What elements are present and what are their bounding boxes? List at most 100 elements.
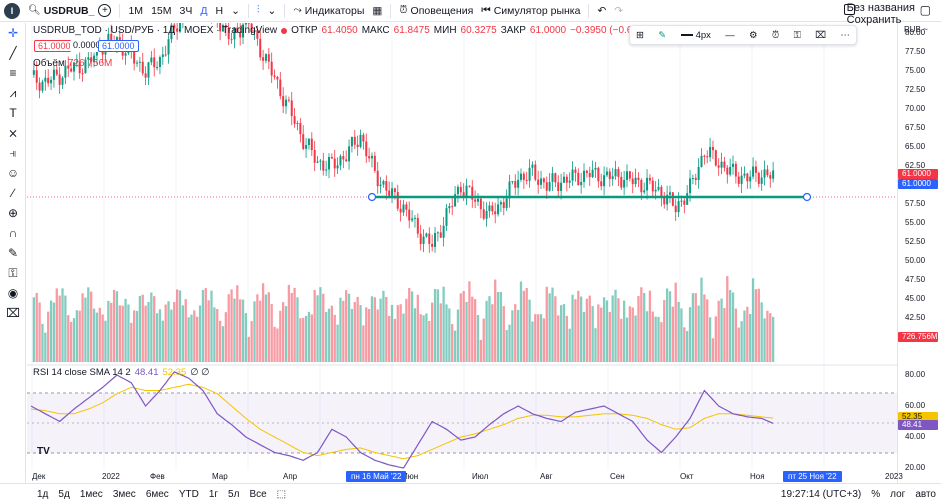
undo-icon[interactable]: ↶ bbox=[597, 4, 607, 17]
pitchfork-icon[interactable]: ⩘ bbox=[9, 85, 17, 100]
range-6m[interactable]: 6мес bbox=[145, 488, 169, 500]
volume-bar bbox=[95, 312, 99, 362]
candle-body bbox=[571, 169, 574, 181]
redo-icon[interactable]: ↷ bbox=[614, 4, 624, 17]
range-1m[interactable]: 1мес bbox=[79, 488, 103, 500]
chart-type-dropdown-icon[interactable]: ⌄ bbox=[267, 4, 277, 17]
volume-bar bbox=[651, 311, 654, 362]
volume-bar bbox=[379, 298, 382, 362]
volume-bar bbox=[396, 305, 399, 362]
volume-bar bbox=[104, 320, 107, 362]
compare-add-icon[interactable]: + bbox=[98, 4, 112, 17]
zoom-in-icon[interactable]: ⊕ bbox=[7, 206, 19, 220]
eye-icon[interactable]: ◉ bbox=[7, 286, 19, 300]
candle-body bbox=[760, 177, 763, 184]
goto-date-icon[interactable]: ⬚ bbox=[276, 488, 287, 500]
save-checkbox[interactable] bbox=[844, 4, 855, 15]
range-5y[interactable]: 5л bbox=[228, 488, 240, 500]
template-icon[interactable]: ⊞ bbox=[636, 29, 644, 41]
alerts-button[interactable]: ⏰︎ Оповещения bbox=[395, 0, 477, 22]
log-toggle[interactable]: лог bbox=[890, 489, 906, 500]
candle-body bbox=[689, 178, 692, 194]
user-avatar[interactable]: I bbox=[4, 2, 20, 19]
volume-bar bbox=[256, 294, 259, 362]
more-icon[interactable]: ⋯ bbox=[840, 29, 850, 41]
range-1d[interactable]: 1д bbox=[37, 488, 49, 500]
legend-title[interactable]: USDRUB_TOD · USD/РУБ · 1Д · MOEX · Tradi… bbox=[33, 25, 278, 36]
replay-button[interactable]: ⏮︎ Симулятор рынка bbox=[477, 0, 584, 22]
prediction-icon[interactable]: ⫣ bbox=[9, 145, 17, 160]
layout-name[interactable]: Без названия Сохранить bbox=[847, 2, 915, 26]
clock[interactable]: 19:27:14 (UTC+3) bbox=[780, 489, 862, 500]
text-tool-icon[interactable]: T bbox=[9, 106, 17, 120]
crosshair-icon[interactable]: ✛ bbox=[7, 26, 19, 40]
chart-pane[interactable] bbox=[27, 23, 897, 483]
price-scale[interactable] bbox=[897, 23, 941, 483]
range-ytd[interactable]: YTD bbox=[178, 488, 199, 500]
candle-body bbox=[236, 27, 239, 33]
auto-toggle[interactable]: авто bbox=[915, 489, 936, 500]
ray-handle-left[interactable] bbox=[367, 192, 377, 202]
horizontal-lines-icon[interactable]: ≡ bbox=[9, 66, 17, 80]
horizontal-ray-drawing[interactable] bbox=[367, 192, 812, 202]
pattern-icon[interactable]: ⨯ bbox=[7, 126, 19, 140]
trend-line-icon[interactable]: ╱ bbox=[9, 46, 17, 60]
candle-body bbox=[58, 74, 61, 85]
interval-day[interactable]: Д bbox=[200, 4, 208, 17]
candle-body bbox=[250, 23, 253, 33]
range-3m[interactable]: 3мес bbox=[112, 488, 136, 500]
candle-body bbox=[560, 182, 563, 191]
draw-lock-icon[interactable]: ✎ bbox=[7, 246, 19, 260]
lock-icon[interactable]: ⚿ bbox=[8, 265, 18, 280]
layout-menu-icon[interactable]: ▢ bbox=[919, 3, 931, 17]
volume-bar bbox=[473, 299, 477, 362]
interval-1m[interactable]: 1M bbox=[128, 4, 144, 17]
volume-bar bbox=[382, 290, 385, 362]
indicators-button[interactable]: ⤳ Индикаторы bbox=[289, 0, 368, 22]
legend-low: 60.3275 bbox=[460, 25, 497, 36]
line-width-button[interactable]: 4px bbox=[680, 30, 711, 41]
price-axis-currency[interactable]: RUB ~ bbox=[904, 25, 928, 34]
tradingview-logo[interactable]: TV bbox=[37, 446, 50, 457]
delete-icon[interactable]: ⌧ bbox=[815, 29, 827, 41]
interval-3h[interactable]: 3Ч bbox=[179, 4, 193, 17]
buy-price-box[interactable]: 61.0000 bbox=[98, 40, 139, 52]
candle-body bbox=[691, 177, 694, 179]
price-tick: 67.50 bbox=[905, 123, 926, 132]
candle-body bbox=[44, 77, 47, 82]
rsi-legend[interactable]: RSI 14 close SMA 14 2 48.41 52.35 ∅ ∅ bbox=[33, 367, 209, 378]
interval-dropdown-icon[interactable]: ⌄ bbox=[231, 4, 240, 17]
candle-body bbox=[176, 28, 179, 32]
volume-bar bbox=[210, 290, 213, 362]
percent-toggle[interactable]: % bbox=[871, 489, 881, 500]
interval-week[interactable]: Н bbox=[215, 4, 224, 17]
volume-bar bbox=[597, 304, 600, 362]
range-all[interactable]: Все bbox=[249, 488, 267, 500]
emoji-icon[interactable]: ☺ bbox=[6, 166, 20, 180]
volume-bar bbox=[485, 300, 488, 362]
chart-type-candles-icon[interactable]: ⫶ bbox=[256, 4, 260, 16]
candle-body bbox=[342, 156, 345, 160]
time-tick: Дек bbox=[32, 472, 46, 481]
volume-bar bbox=[316, 295, 319, 362]
volume-bar bbox=[660, 322, 663, 362]
templates-icon[interactable]: ▦ bbox=[372, 4, 383, 17]
volume-legend[interactable]: Объём 726.756M bbox=[33, 58, 112, 69]
magnet-icon[interactable]: ∩ bbox=[8, 226, 18, 240]
trash-icon[interactable]: ⌧ bbox=[6, 306, 20, 320]
symbol-search[interactable]: 🔍︎ USDRUB_ bbox=[28, 5, 94, 17]
alert-add-icon[interactable]: ⏰︎ bbox=[771, 29, 780, 41]
settings-gear-icon[interactable]: ⚙ bbox=[749, 29, 758, 41]
line-color-icon[interactable]: ✎ bbox=[658, 29, 667, 41]
rsi-tick: 40.00 bbox=[905, 432, 926, 441]
unlock-icon[interactable]: ⚿ bbox=[793, 29, 801, 41]
range-5d[interactable]: 5д bbox=[58, 488, 70, 500]
ray-handle-right[interactable] bbox=[802, 192, 812, 202]
volume-bar bbox=[273, 326, 276, 362]
sell-price-box[interactable]: 61.0000 bbox=[34, 40, 75, 52]
range-1y[interactable]: 1г bbox=[208, 488, 219, 500]
ruler-icon[interactable]: ∕ bbox=[11, 186, 14, 200]
line-style-icon[interactable]: — bbox=[725, 29, 735, 41]
interval-15m[interactable]: 15M bbox=[151, 4, 172, 17]
candle-body bbox=[416, 217, 419, 234]
